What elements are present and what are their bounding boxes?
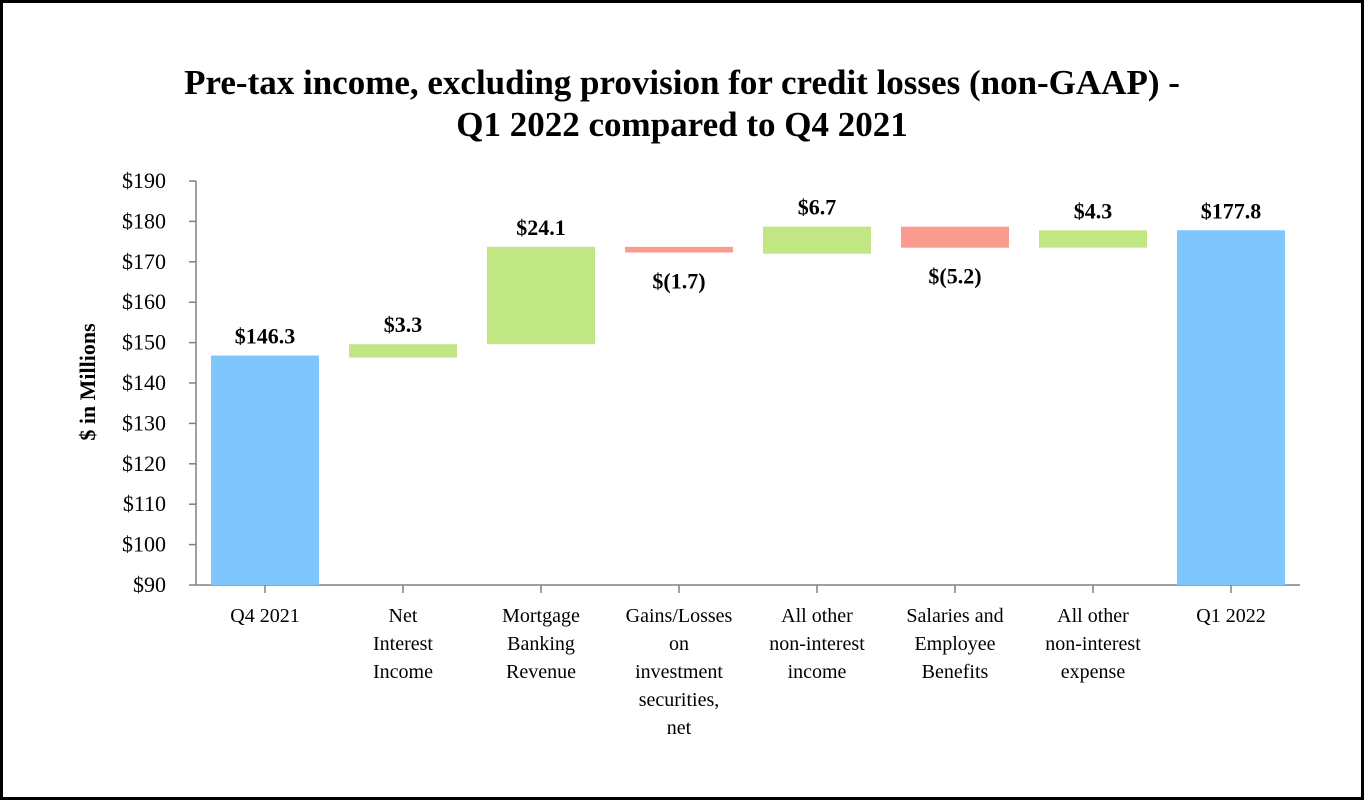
x-tick-label-line: Income (373, 661, 433, 683)
data-label: $(5.2) (928, 264, 981, 289)
y-tick-label: $140 (122, 370, 166, 395)
data-label: $24.1 (516, 215, 566, 240)
x-tick-label-line: Interest (373, 633, 433, 655)
x-tick-label: Q1 2022 (1196, 605, 1265, 627)
y-tick-label: $150 (122, 330, 166, 355)
bar-increase (1039, 230, 1147, 248)
x-tick-label-line: Q4 2021 (230, 605, 299, 627)
y-tick-label: $170 (122, 249, 166, 274)
x-tick-label-line: Net (389, 605, 418, 627)
y-tick-label: $120 (122, 451, 166, 476)
data-label: $146.3 (235, 324, 296, 349)
x-tick-label-line: All other (1057, 605, 1129, 627)
x-tick-label-line: Gains/Losses (626, 605, 733, 627)
data-label: $4.3 (1074, 198, 1113, 223)
data-label: $177.8 (1201, 198, 1262, 223)
y-tick-label: $130 (122, 410, 166, 435)
x-tick-label-line: non-interest (769, 633, 865, 655)
bar-decrease (901, 226, 1009, 248)
y-tick-label: $110 (123, 491, 166, 516)
y-tick-label: $180 (122, 208, 166, 233)
x-tick-label: Salaries and Employee Benefits (906, 605, 1003, 683)
y-tick-label: $190 (122, 168, 166, 193)
x-tick-label-line: Benefits (922, 661, 989, 683)
x-tick-label-line: investment (635, 661, 723, 683)
bar-increase (487, 246, 595, 345)
bar-increase (349, 344, 457, 358)
x-tick-label-line: Salaries and (906, 605, 1003, 627)
x-tick-label: All other non-interest income (769, 605, 865, 683)
data-label: $(1.7) (652, 269, 705, 294)
x-tick-label-line: Mortgage (502, 605, 580, 627)
x-tick-label: All other non-interest expense (1045, 605, 1141, 683)
bar-total (1177, 230, 1285, 585)
x-tick-label-line: non-interest (1045, 633, 1141, 655)
bar-increase (763, 226, 871, 254)
x-tick-label-line: Revenue (506, 661, 576, 683)
x-tick-label-line: Banking (507, 633, 575, 655)
x-tick-label: Q4 2021 (230, 605, 299, 627)
x-tick-label-line: securities, (639, 689, 720, 711)
x-tick-label-line: expense (1061, 661, 1126, 683)
data-label: $6.7 (798, 195, 837, 220)
y-tick-label: $160 (122, 289, 166, 314)
x-tick-label: Mortgage Banking Revenue (502, 605, 580, 683)
x-tick-label-line: Employee (914, 633, 995, 655)
data-label: $3.3 (384, 312, 423, 337)
x-tick-label-line: on (669, 633, 689, 655)
bar-total (211, 355, 319, 585)
bar-decrease (625, 246, 733, 253)
x-tick-label-line: income (788, 661, 847, 683)
y-tick-label: $90 (133, 572, 166, 597)
chart-title-line-2: Q1 2022 compared to Q4 2021 (456, 105, 908, 144)
y-tick-label: $100 (122, 532, 166, 557)
x-tick-label: Gains/Losses on investment securities, net (626, 605, 733, 739)
x-tick-label-line: All other (781, 605, 853, 627)
x-tick-label: Net Interest Income (373, 605, 433, 683)
chart-title: Pre-tax income, excluding provision for … (0, 62, 1364, 146)
x-tick-label-line: Q1 2022 (1196, 605, 1265, 627)
x-tick-label-line: net (667, 717, 692, 739)
chart-title-line-1: Pre-tax income, excluding provision for … (184, 63, 1180, 102)
